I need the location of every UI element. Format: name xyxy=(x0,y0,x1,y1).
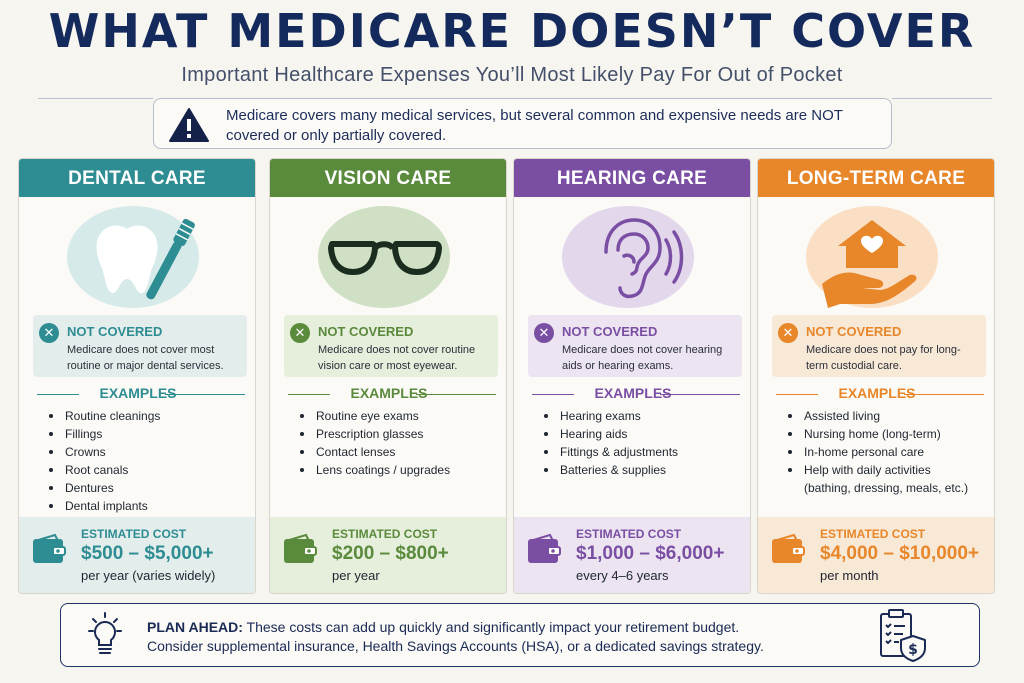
examples-list: Assisted living Nursing home (long-term) I… xyxy=(786,407,976,497)
not-covered-box: ✕ NOT COVERED Medicare does not cover he… xyxy=(528,315,742,377)
examples-label: EXAMPLES xyxy=(350,385,428,401)
examples-label: EXAMPLES xyxy=(838,385,916,401)
examples-header: EXAMPLES xyxy=(758,385,994,403)
list-item: Contact lenses xyxy=(298,443,450,461)
house-hand-heart-icon xyxy=(806,206,938,308)
wallet-icon xyxy=(772,533,805,563)
card-title: VISION CARE xyxy=(270,159,506,197)
not-covered-label: NOT COVERED xyxy=(318,324,414,339)
examples-label: EXAMPLES xyxy=(594,385,672,401)
plan-ahead-line1: These costs can add up quickly and signi… xyxy=(242,619,740,635)
plan-ahead-text: PLAN AHEAD: These costs can add up quick… xyxy=(147,618,867,656)
not-covered-description: Medicare does not cover hearing aids or … xyxy=(562,344,723,372)
not-covered-box: ✕ NOT COVERED Medicare does not cover ro… xyxy=(284,315,498,377)
eyeglasses-icon xyxy=(318,206,450,308)
x-circle-icon: ✕ xyxy=(534,323,554,343)
examples-label: EXAMPLES xyxy=(99,385,177,401)
plan-ahead-line2: Consider supplemental insurance, Health … xyxy=(147,638,764,654)
estimated-cost-label: ESTIMATED COST xyxy=(81,527,187,541)
tooth-toothbrush-icon xyxy=(67,206,199,308)
card-title: LONG-TERM CARE xyxy=(758,159,994,197)
card-title: DENTAL CARE xyxy=(19,159,255,197)
warning-triangle-icon xyxy=(169,108,209,142)
examples-list: Routine cleanings Fillings Crowns Root cana… xyxy=(47,407,160,515)
not-covered-description: Medicare does not pay for long-term cust… xyxy=(806,344,961,372)
examples-header: EXAMPLES xyxy=(19,385,255,403)
divider-left xyxy=(38,98,153,99)
estimated-cost-label: ESTIMATED COST xyxy=(820,527,926,541)
not-covered-box: ✕ NOT COVERED Medicare does not pay for … xyxy=(772,315,986,377)
list-item: Hearing exams xyxy=(542,407,678,425)
estimated-cost-amount: $1,000 – $6,000+ xyxy=(576,543,725,564)
not-covered-description: Medicare does not cover most routine or … xyxy=(67,344,224,372)
list-item: Root canals xyxy=(47,461,160,479)
x-circle-icon: ✕ xyxy=(290,323,310,343)
card-title: HEARING CARE xyxy=(514,159,750,197)
list-item: Dentures xyxy=(47,479,160,497)
card-long-term-care: LONG-TERM CARE ✕ NOT COVERED Medicare do… xyxy=(757,158,995,594)
card-vision-care: VISION CARE ✕ NOT COVERED Medicare does … xyxy=(269,158,507,594)
estimated-cost-box: ESTIMATED COST $500 – $5,000+ per year (… xyxy=(19,517,255,593)
lightbulb-icon xyxy=(88,612,122,654)
estimated-cost-box: ESTIMATED COST $200 – $800+ per year xyxy=(270,517,506,593)
examples-header: EXAMPLES xyxy=(270,385,506,403)
not-covered-label: NOT COVERED xyxy=(562,324,658,339)
list-item: Assisted living xyxy=(786,407,976,425)
divider-right xyxy=(892,98,992,99)
card-dental-care: DENTAL CARE ✕ NOT COVERED Medicare does … xyxy=(18,158,256,594)
svg-text:$: $ xyxy=(908,642,918,658)
wallet-icon xyxy=(33,533,66,563)
page-subtitle: Important Healthcare Expenses You’ll Mos… xyxy=(181,64,843,86)
list-item: Help with daily activities (bathing, dre… xyxy=(786,461,976,497)
estimated-cost-period: per year xyxy=(332,568,380,583)
x-circle-icon: ✕ xyxy=(39,323,59,343)
list-item: Crowns xyxy=(47,443,160,461)
estimated-cost-box: ESTIMATED COST $4,000 – $10,000+ per mon… xyxy=(758,517,994,593)
examples-list: Routine eye exams Prescription glasses Con… xyxy=(298,407,450,479)
estimated-cost-label: ESTIMATED COST xyxy=(576,527,682,541)
wallet-icon xyxy=(528,533,561,563)
estimated-cost-amount: $4,000 – $10,000+ xyxy=(820,543,980,564)
list-item: Routine cleanings xyxy=(47,407,160,425)
checklist-shield-dollar-icon: $ xyxy=(880,609,926,662)
estimated-cost-amount: $500 – $5,000+ xyxy=(81,543,214,564)
not-covered-description: Medicare does not cover routine vision c… xyxy=(318,344,476,372)
page-title: WHAT MEDICARE DOESN’T COVER xyxy=(48,4,976,58)
list-item: Fittings & adjustments xyxy=(542,443,678,461)
info-callout: Medicare covers many medical services, b… xyxy=(153,98,892,149)
ear-sound-icon xyxy=(562,206,694,308)
x-circle-icon: ✕ xyxy=(778,323,798,343)
not-covered-label: NOT COVERED xyxy=(67,324,163,339)
list-item: Fillings xyxy=(47,425,160,443)
estimated-cost-label: ESTIMATED COST xyxy=(332,527,438,541)
list-item: Nursing home (long-term) xyxy=(786,425,976,443)
list-item: Prescription glasses xyxy=(298,425,450,443)
plan-ahead-banner: PLAN AHEAD: These costs can add up quick… xyxy=(60,603,980,667)
list-item: Dental implants xyxy=(47,497,160,515)
list-item: Batteries & supplies xyxy=(542,461,678,479)
list-item: Lens coatings / upgrades xyxy=(298,461,450,479)
estimated-cost-box: ESTIMATED COST $1,000 – $6,000+ every 4–… xyxy=(514,517,750,593)
not-covered-label: NOT COVERED xyxy=(806,324,902,339)
wallet-icon xyxy=(284,533,317,563)
estimated-cost-period: per year (varies widely) xyxy=(81,568,216,583)
callout-text: Medicare covers many medical services, b… xyxy=(226,107,843,144)
estimated-cost-period: per month xyxy=(820,568,879,583)
examples-header: EXAMPLES xyxy=(514,385,750,403)
estimated-cost-amount: $200 – $800+ xyxy=(332,543,449,564)
not-covered-box: ✕ NOT COVERED Medicare does not cover mo… xyxy=(33,315,247,377)
list-item: In-home personal care xyxy=(786,443,976,461)
plan-ahead-label: PLAN AHEAD: xyxy=(147,619,243,635)
list-item: Hearing aids xyxy=(542,425,678,443)
list-item: Routine eye exams xyxy=(298,407,450,425)
estimated-cost-period: every 4–6 years xyxy=(576,568,669,583)
examples-list: Hearing exams Hearing aids Fittings & adju… xyxy=(542,407,678,479)
card-hearing-care: HEARING CARE ✕ NOT COVERED Medicare does… xyxy=(513,158,751,594)
